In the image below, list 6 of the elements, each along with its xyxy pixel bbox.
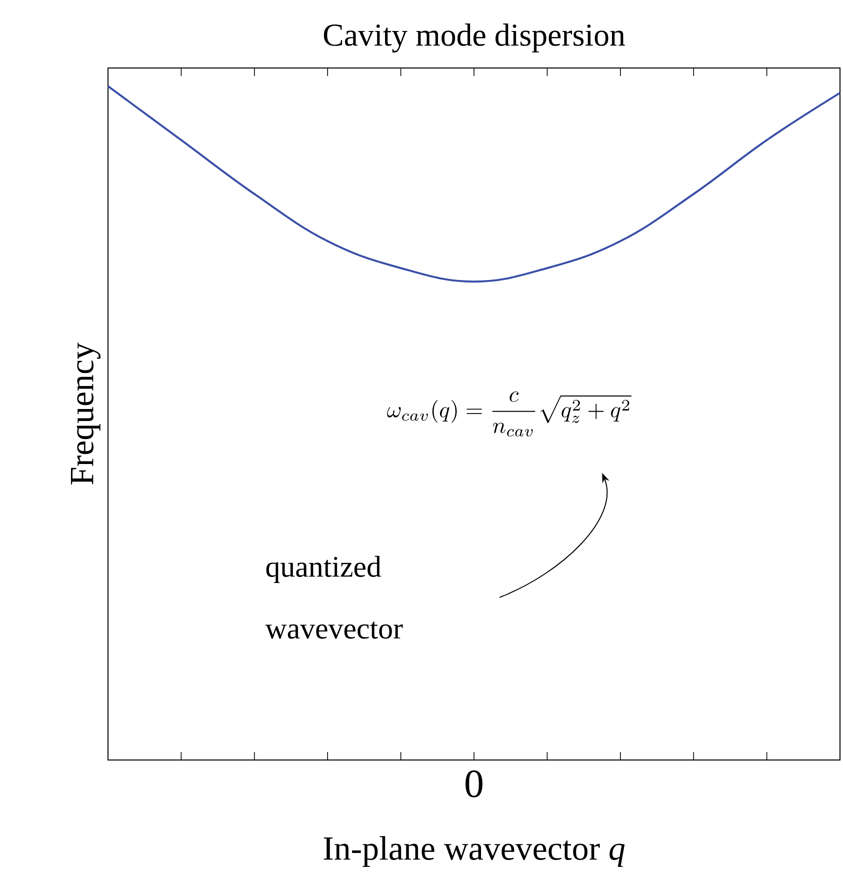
text: 0 (465, 770, 482, 798)
y-axis-title: Frequency (70, 342, 100, 485)
chart-title: Cavity mode dispersion (324, 24, 625, 52)
x-axis-title: In-plane wavevector q (324, 836, 624, 867)
annotation: $\omega_{cav}(q)=\frac{c}{n_{cav}}\sqrt{q_z^2+q^2}$ (386, 391, 632, 436)
text: quantized wavevector (265, 556, 403, 639)
